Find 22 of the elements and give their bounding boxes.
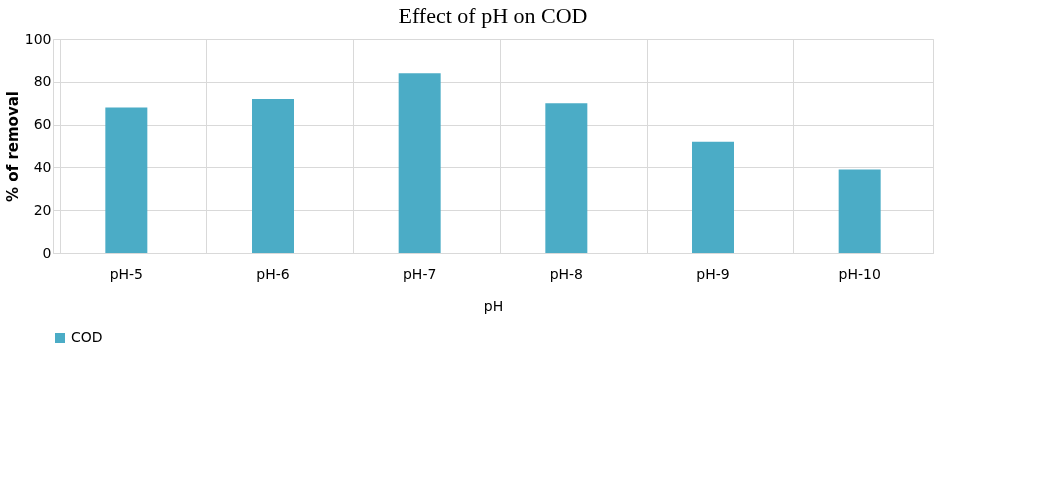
- x-tick-label: pH-6: [256, 265, 290, 282]
- x-tick-label: pH-7: [402, 265, 437, 282]
- y-tick-label: 20: [33, 201, 52, 218]
- y-tick-label: 40: [33, 158, 52, 175]
- bar: [105, 107, 148, 253]
- bar: [252, 98, 294, 253]
- bar: [545, 103, 588, 253]
- y-tick-label: 0: [42, 244, 52, 261]
- bar: [692, 141, 734, 253]
- y-axis-title: % of removal: [3, 91, 22, 202]
- x-tick-label: pH-9: [696, 265, 730, 282]
- y-tick-label: 60: [33, 116, 52, 133]
- x-axis-title: pH: [483, 297, 504, 314]
- y-tick-label: 100: [24, 30, 52, 47]
- y-tick-label: 80: [33, 73, 52, 90]
- legend-label: COD: [71, 329, 103, 345]
- chart-title: Effect of pH on COD: [398, 3, 588, 28]
- x-tick-label: pH-5: [109, 265, 144, 282]
- x-tick-label: pH-10: [838, 265, 881, 282]
- bar: [398, 73, 441, 253]
- bar: [838, 169, 881, 253]
- x-tick-label: pH-8: [549, 265, 584, 282]
